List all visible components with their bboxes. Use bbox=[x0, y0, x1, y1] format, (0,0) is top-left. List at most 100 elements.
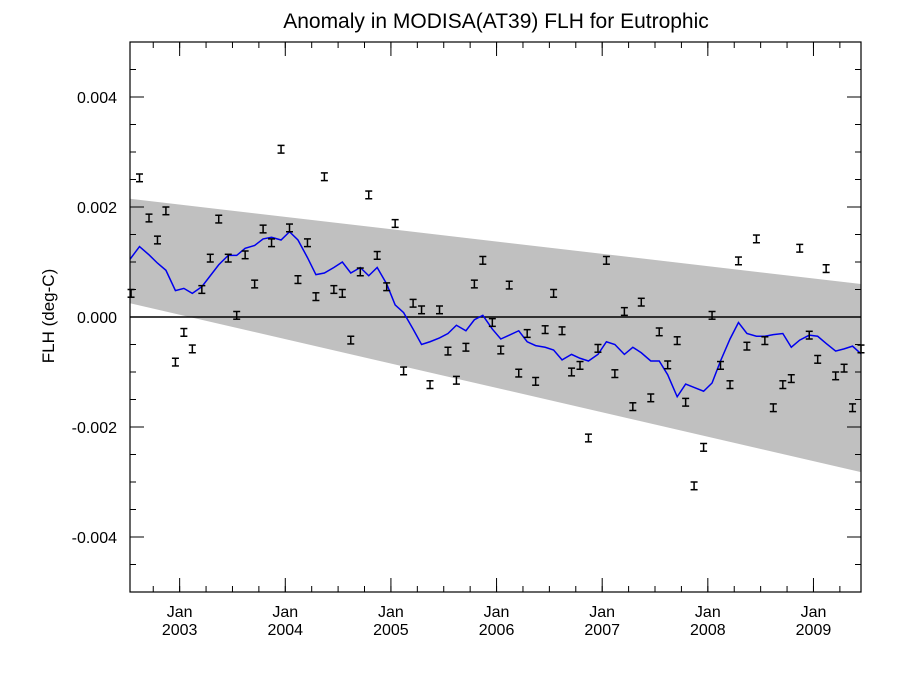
data-point-errorbar bbox=[268, 238, 276, 248]
x-tick-label-year: 2009 bbox=[796, 622, 832, 639]
data-point-errorbar bbox=[470, 279, 478, 289]
data-point-errorbar bbox=[365, 190, 373, 200]
data-point-errorbar bbox=[452, 375, 460, 385]
x-tick-label-month: Jan bbox=[272, 604, 298, 621]
data-point-errorbar bbox=[637, 297, 645, 307]
data-point-errorbar bbox=[822, 264, 830, 274]
x-tick-label-month: Jan bbox=[167, 604, 193, 621]
data-point-errorbar bbox=[241, 250, 249, 260]
data-point-errorbar bbox=[136, 173, 144, 183]
data-point-errorbar bbox=[303, 238, 311, 248]
x-tick-label-month: Jan bbox=[695, 604, 721, 621]
data-point-errorbar bbox=[409, 298, 417, 308]
data-point-errorbar bbox=[391, 218, 399, 229]
data-point-errorbar bbox=[611, 369, 619, 379]
data-point-errorbar bbox=[629, 402, 637, 412]
data-point-errorbar bbox=[769, 403, 777, 413]
y-tick-label: 0.002 bbox=[77, 200, 117, 217]
data-point-errorbar bbox=[180, 327, 188, 337]
data-point-errorbar bbox=[488, 317, 496, 328]
y-tick-label: -0.002 bbox=[72, 420, 117, 437]
data-point-errorbar bbox=[550, 288, 558, 298]
data-point-errorbar bbox=[523, 328, 531, 339]
data-point-errorbar bbox=[479, 255, 487, 265]
data-point-errorbar bbox=[356, 267, 364, 277]
data-point-errorbar bbox=[347, 335, 355, 345]
data-point-errorbar bbox=[752, 234, 760, 244]
x-tick-label-year: 2008 bbox=[690, 622, 726, 639]
data-point-errorbar bbox=[796, 243, 804, 253]
data-point-errorbar bbox=[373, 250, 381, 260]
data-point-errorbar bbox=[576, 360, 584, 370]
data-point-errorbar bbox=[259, 224, 267, 234]
data-point-errorbar bbox=[505, 280, 513, 290]
data-point-errorbar bbox=[286, 223, 294, 233]
data-point-errorbar bbox=[787, 374, 795, 384]
data-point-errorbar bbox=[153, 235, 161, 245]
data-point-errorbar bbox=[541, 325, 549, 335]
data-point-errorbar bbox=[330, 284, 338, 295]
data-point-errorbar bbox=[690, 481, 698, 491]
data-point-errorbar bbox=[277, 144, 285, 154]
data-point-errorbar bbox=[655, 327, 663, 337]
x-tick-label-year: 2007 bbox=[584, 622, 620, 639]
y-tick-label: 0.004 bbox=[77, 90, 117, 107]
data-point-errorbar bbox=[814, 354, 822, 364]
data-point-errorbar bbox=[849, 403, 857, 413]
smoothed-line bbox=[129, 230, 862, 399]
data-point-errorbar bbox=[462, 342, 470, 352]
data-point-errorbar bbox=[206, 253, 214, 263]
data-point-errorbar bbox=[383, 282, 391, 292]
data-point-errorbar bbox=[734, 256, 742, 266]
plot-area: -0.004-0.0020.0000.0020.004Jan2003Jan200… bbox=[72, 41, 865, 639]
data-point-errorbar bbox=[436, 305, 444, 315]
data-point-errorbar bbox=[338, 288, 346, 298]
x-tick-label-year: 2005 bbox=[373, 622, 409, 639]
data-point-errorbar bbox=[400, 366, 408, 376]
data-point-errorbar bbox=[198, 284, 206, 295]
data-point-errorbar bbox=[840, 363, 848, 373]
data-point-errorbar bbox=[620, 306, 628, 317]
data-point-errorbar bbox=[558, 326, 566, 336]
data-point-errorbar bbox=[673, 336, 681, 346]
data-point-errorbar bbox=[708, 310, 716, 320]
data-point-errorbar bbox=[162, 206, 170, 216]
data-point-errorbar bbox=[224, 253, 232, 263]
x-tick-label-month: Jan bbox=[378, 604, 404, 621]
data-point-errorbar bbox=[251, 279, 259, 289]
data-point-errorbar bbox=[761, 336, 769, 346]
y-tick-label: 0.000 bbox=[77, 310, 117, 327]
x-tick-label-year: 2006 bbox=[479, 622, 515, 639]
data-point-errorbar bbox=[188, 344, 196, 354]
data-point-errorbar bbox=[594, 343, 602, 353]
chart-title: Anomaly in MODISA(AT39) FLH for Eutrophi… bbox=[283, 10, 709, 33]
data-point-errorbar bbox=[743, 341, 751, 351]
y-tick-label: -0.004 bbox=[72, 530, 117, 547]
data-point-errorbar bbox=[700, 442, 708, 452]
data-point-errorbar bbox=[426, 380, 434, 390]
data-point-errorbar bbox=[145, 213, 153, 223]
data-point-errorbar bbox=[726, 380, 734, 390]
data-point-errorbar bbox=[602, 255, 610, 265]
data-point-errorbar bbox=[418, 305, 426, 315]
data-point-errorbar bbox=[568, 367, 576, 377]
y-axis-label: FLH (deg-C) bbox=[39, 269, 58, 363]
data-point-errorbar bbox=[294, 275, 302, 285]
data-point-errorbar bbox=[584, 433, 592, 443]
x-tick-label-month: Jan bbox=[484, 604, 510, 621]
data-point-errorbar bbox=[312, 292, 320, 302]
data-point-errorbar bbox=[832, 371, 840, 381]
data-point-errorbar bbox=[171, 357, 179, 367]
x-tick-label-month: Jan bbox=[589, 604, 615, 621]
data-point-errorbar bbox=[647, 393, 655, 403]
data-point-errorbar bbox=[320, 172, 328, 182]
data-point-errorbar bbox=[497, 345, 505, 355]
data-point-errorbar bbox=[233, 310, 241, 320]
x-tick-label-year: 2003 bbox=[162, 622, 198, 639]
data-point-errorbar bbox=[215, 214, 223, 224]
data-point-errorbar bbox=[532, 376, 540, 386]
x-tick-label-month: Jan bbox=[801, 604, 827, 621]
data-point-errorbar bbox=[444, 346, 452, 356]
data-point-errorbar bbox=[779, 380, 787, 390]
